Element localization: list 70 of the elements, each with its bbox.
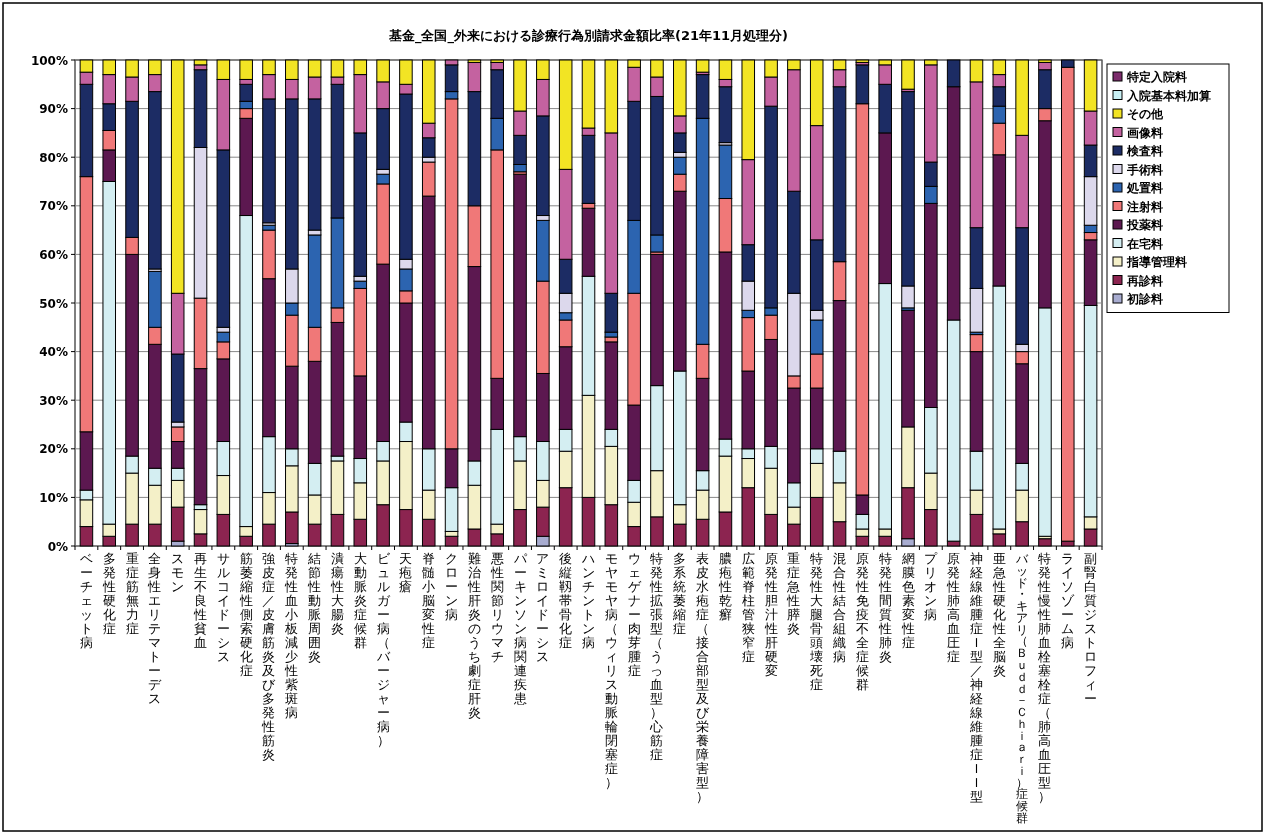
x-tick-label: 重症急性膵炎 <box>786 551 801 636</box>
legend-label: 指導管理料 <box>1126 255 1187 269</box>
y-tick-label: 30% <box>39 393 68 408</box>
y-tick-label: 80% <box>39 150 68 165</box>
legend-label: 注射料 <box>1126 199 1163 214</box>
category-label: 筋萎縮性側索硬化症 <box>239 551 253 678</box>
category-label: 特発性大腿骨頭壊死症 <box>810 551 824 692</box>
category-label: 原発性胆汁性肝硬変 <box>764 551 778 678</box>
x-tick-label: 再生不良性貧血 <box>193 551 208 650</box>
x-tick-label: 網膜色素変性症 <box>900 551 915 650</box>
y-tick-label: 10% <box>39 490 68 505</box>
x-tick-label: ベーチェット病 <box>79 551 93 650</box>
x-tick-label: アミロイドーシス <box>536 551 550 664</box>
x-tick-label: 脊髄小脳変性症 <box>421 551 436 650</box>
x-tick-label: 混合性結合組織病 <box>832 551 847 664</box>
category-label: 特発性血小板減少性紫斑病 <box>285 551 299 720</box>
legend-label: 特定入院料 <box>1126 70 1187 84</box>
y-tick-label: 40% <box>39 345 68 360</box>
legend-label: 入院基本料加算 <box>1126 88 1211 103</box>
y-tick-label: 60% <box>39 247 68 262</box>
category-label: 強皮症／皮膚筋炎及び多発性筋炎 <box>262 551 276 762</box>
x-tick-label: スモン <box>171 551 185 594</box>
legend-label: 初診料 <box>1126 292 1163 306</box>
category-label: 原発性免疫不全症候群 <box>855 551 869 692</box>
x-tick-label: 悪性関節リウマチ <box>489 551 504 664</box>
x-tick-label: 天疱瘡 <box>399 551 413 594</box>
x-tick-label: 後縦靱帯骨化症 <box>558 551 573 650</box>
y-tick-label: 0% <box>47 539 68 554</box>
x-tick-label: 大動脈炎症候群 <box>353 551 367 650</box>
legend-label: 画像料 <box>1127 125 1163 140</box>
x-tick-label: 広範脊柱管狭窄症 <box>741 551 755 664</box>
category-label: 難治性肝炎のうち劇症肝炎 <box>467 551 481 720</box>
x-tick-label: プリオン病 <box>924 551 939 622</box>
category-label: モヤモヤ病（ウィリス動脈輪閉塞症） <box>604 551 618 790</box>
y-tick-label: 100% <box>30 53 68 68</box>
chart-title: 基金_全国_外来における診療行為別請求金額比率(21年11月処理分) <box>387 28 789 44</box>
category-label: ウェゲナー肉芽腫症 <box>627 551 641 678</box>
x-tick-label: ハンチントン病 <box>581 551 595 650</box>
x-tick-label: 多系統萎縮症 <box>672 551 687 636</box>
x-tick-label: 多発性硬化症 <box>101 551 116 636</box>
legend-label: その他 <box>1127 107 1164 121</box>
category-label: 全身性エリテマトーデス <box>148 551 162 706</box>
category-label: 副腎白質ジストロフィー <box>1084 551 1098 706</box>
y-tick-label: 70% <box>39 199 68 214</box>
x-tick-label: 重症筋無力症 <box>125 551 139 636</box>
x-tick-label: 結節性動脈周囲炎 <box>307 551 322 664</box>
category-label: パーキンソン病関連疾患 <box>513 551 527 706</box>
x-tick-label: 原発性肺高血圧症 <box>946 551 961 664</box>
x-tick-label: 膿疱性乾癬 <box>717 551 732 622</box>
category-label: 特発性拡張型（うっ血型）心筋症 <box>650 551 664 762</box>
y-tick-label: 20% <box>39 442 68 457</box>
y-tick-label: 90% <box>39 102 68 117</box>
category-label: 神経線維腫症Ｉ型／神経線維腫症ＩＩ型 <box>969 551 983 804</box>
category-label: バッド・キアリ（Ｂｕｄｄ－Ｃｈｉａｒｉ）症候群 <box>1016 552 1029 825</box>
legend-label: 投薬料 <box>1126 218 1163 232</box>
category-label: 表皮水疱症（接合部型及び栄養障害型） <box>696 551 710 804</box>
x-tick-label: クローン病 <box>445 551 459 622</box>
category-label: 亜急性硬化性全脳炎 <box>992 551 1006 678</box>
x-tick-label: ライソゾーム病 <box>1061 551 1076 650</box>
legend-label: 在宅料 <box>1126 236 1163 251</box>
legend-label: 再診料 <box>1126 273 1163 288</box>
legend-label: 手術料 <box>1126 162 1163 177</box>
x-tick-label: 潰瘍性大腸炎 <box>329 551 344 636</box>
legend-label: 検査料 <box>1126 144 1163 158</box>
legend-label: 処置料 <box>1126 181 1163 195</box>
category-label: 特発性慢性肺血栓塞栓症（肺高血圧型） <box>1038 551 1052 804</box>
category-label: ビュルガー病（バージャー病） <box>376 551 390 748</box>
x-tick-label: 特発性間質性肺炎 <box>877 551 892 664</box>
y-tick-label: 50% <box>39 296 68 311</box>
x-tick-label: サルコイドーシス <box>216 551 230 664</box>
